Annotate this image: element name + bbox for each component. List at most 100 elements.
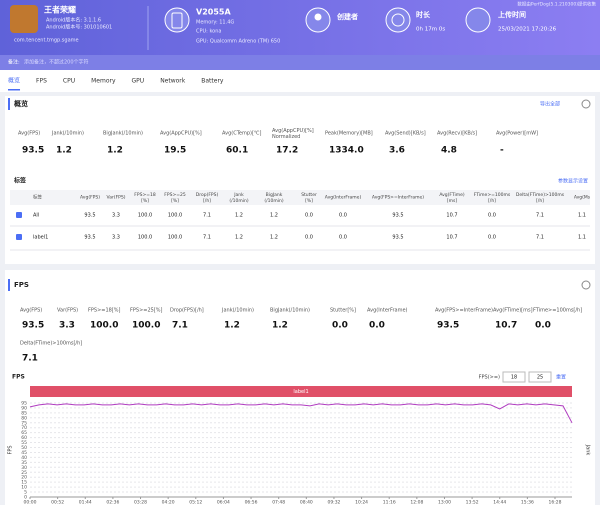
metric-value: 0.0	[535, 321, 551, 331]
collapse-button[interactable]	[581, 99, 591, 109]
section-marker	[8, 98, 10, 110]
column-header: 标签	[33, 194, 42, 201]
column-header: Avg(FPS>=InterFrame)	[372, 195, 424, 201]
column-header: Jank (/10min)	[229, 192, 248, 204]
x-tick-label: 13:00	[438, 500, 451, 506]
metric-label: Jank(/10min)	[221, 308, 254, 314]
metric-value: 4.8	[441, 146, 457, 156]
column-header: Avg(FPS)	[80, 195, 100, 201]
x-tick-label: 15:36	[521, 500, 534, 506]
tab[interactable]: Memory	[91, 78, 116, 85]
x-tick-label: 07:48	[272, 500, 285, 506]
app-version-name: Android版本名: 3.1.1.6	[46, 17, 101, 24]
table-header	[10, 190, 590, 205]
table-cell: 1.2	[235, 235, 243, 241]
column-header: Var(FPS)	[106, 195, 125, 201]
note-label: 备注:	[8, 59, 20, 66]
metric-label: Delta(FTime)>100ms[/h]	[20, 341, 82, 347]
metric-label: Avg(Power)[mW]	[496, 131, 538, 137]
device-model: V2055A	[196, 8, 231, 17]
person-glyph	[314, 13, 322, 21]
threshold-value[interactable]: 25	[537, 375, 543, 381]
metric-value: 0.0	[332, 321, 348, 331]
duration-value: 0h 17m 0s	[416, 27, 445, 33]
y-tick-label: 90	[21, 405, 27, 411]
table-cell: 93.5	[84, 235, 95, 241]
settings-button[interactable]: 参数显示设置	[558, 178, 588, 185]
table-cell: 7.1	[536, 213, 544, 219]
x-tick-label: 01:44	[79, 500, 92, 506]
x-tick-label: 06:56	[245, 500, 258, 506]
metric-value: 93.5	[22, 146, 44, 156]
fps-line	[29, 403, 573, 424]
table-cell: 10.7	[446, 235, 457, 241]
column-header: BigJank (/10min)	[264, 192, 283, 204]
table-cell: 100.0	[138, 235, 152, 241]
x-tick-label: 09:32	[327, 500, 340, 506]
table-cell: 0.0	[305, 213, 313, 219]
metric-value: 1.2	[107, 146, 123, 156]
app-version-code: Android版本号: 301010601	[46, 24, 112, 31]
y-tick-label: 30	[21, 465, 27, 471]
metric-value: -	[500, 146, 504, 156]
metric-label: Avg(InterFrame)	[367, 308, 408, 314]
metric-label: Jank(/10min)	[51, 131, 84, 137]
tab[interactable]: Battery	[201, 78, 224, 85]
x-tick-label: 03:28	[134, 500, 147, 506]
threshold-label: FPS(>=)	[479, 375, 500, 381]
x-tick-label: 13:52	[466, 500, 479, 506]
row-checkbox[interactable]	[16, 234, 22, 240]
table-cell: 1.1	[578, 213, 586, 219]
device-cpu: CPU: kona	[196, 29, 221, 35]
table-cell: 100.0	[138, 213, 152, 219]
collapse-button[interactable]	[581, 280, 591, 290]
y-axis-label: FPS	[8, 445, 14, 454]
app-name: 王者荣耀	[44, 5, 76, 15]
phone-glyph	[171, 12, 183, 29]
upload-icon	[465, 7, 491, 33]
metric-label: Stutter[%]	[330, 308, 356, 314]
y-tick-label: 5	[24, 490, 27, 496]
tab[interactable]: CPU	[63, 78, 75, 85]
table-cell: 10.7	[446, 213, 457, 219]
metric-value: 19.5	[164, 146, 186, 156]
y-tick-label: 70	[21, 425, 27, 431]
reset-button[interactable]: 重置	[556, 374, 566, 381]
table-cell: 0.0	[488, 235, 496, 241]
x-tick-label: 10:24	[355, 500, 368, 506]
tab[interactable]: GPU	[132, 78, 145, 85]
band-label: label1	[293, 389, 308, 395]
x-tick-label: 14:44	[493, 500, 506, 506]
device-memory: Memory: 11.4G	[196, 20, 234, 26]
threshold-input[interactable]	[502, 371, 526, 383]
y-tick-label: 45	[21, 450, 27, 456]
tab-bar	[0, 70, 600, 92]
column-header: Stutter [%]	[301, 192, 317, 204]
overview-card	[5, 96, 595, 264]
metric-value: 17.2	[276, 146, 298, 156]
note-input[interactable]: 添加备注，不超过200个字符	[24, 59, 89, 66]
x-tick-label: 11:16	[383, 500, 396, 506]
table-cell: 93.5	[84, 213, 95, 219]
x-tick-label: 06:04	[217, 500, 230, 506]
x-tick-label: 00:52	[51, 500, 64, 506]
tab[interactable]: FPS	[36, 78, 47, 85]
threshold-value[interactable]: 18	[511, 375, 517, 381]
tab[interactable]: 概览	[8, 77, 20, 85]
table-cell: 3.3	[112, 213, 120, 219]
x-tick-label: 00:00	[24, 500, 37, 506]
y-tick-label: 20	[21, 475, 27, 481]
metric-value: 93.5	[22, 321, 44, 331]
metric-value: 1.2	[56, 146, 72, 156]
tab[interactable]: Network	[160, 78, 186, 85]
app-icon	[10, 5, 38, 33]
y-tick-label: 60	[21, 435, 27, 441]
section-title: 概览	[14, 99, 28, 108]
row-checkbox[interactable]	[16, 212, 22, 218]
tab-underline	[8, 89, 21, 91]
table-cell: 100.0	[168, 235, 182, 241]
metric-value: 100.0	[132, 321, 160, 331]
export-button[interactable]: 导出全部	[540, 101, 560, 108]
threshold-input[interactable]	[528, 371, 552, 383]
y-tick-label: 75	[21, 420, 27, 426]
